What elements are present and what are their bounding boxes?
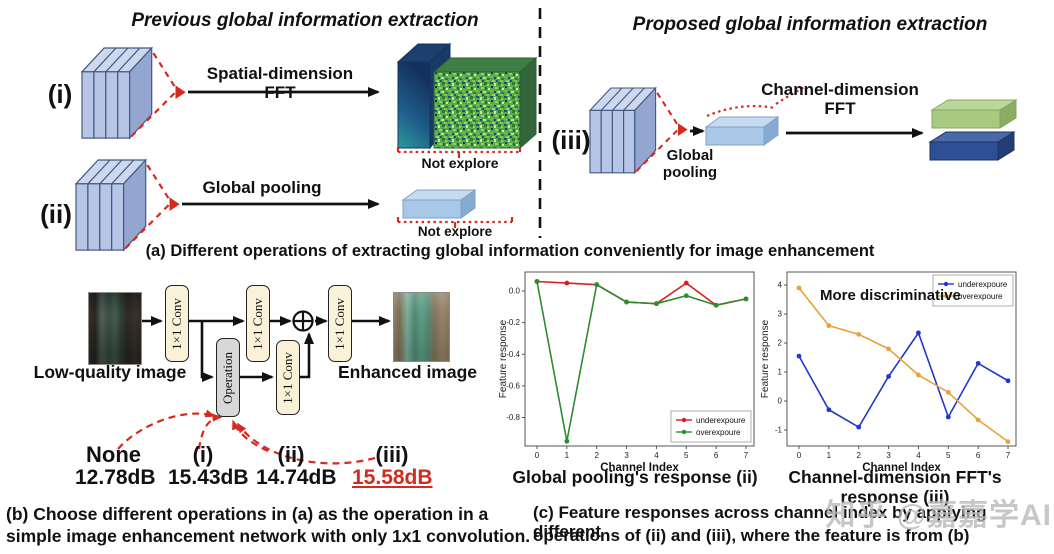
conv3-label: 1×1 Conv bbox=[280, 351, 296, 404]
spatial-fft-label: Spatial-dimension FFT bbox=[206, 64, 354, 103]
row-i-label: (i) bbox=[47, 79, 73, 109]
chart1-title: Global pooling's response (ii) bbox=[512, 467, 758, 487]
svg-text:1: 1 bbox=[827, 451, 832, 460]
row-iii-label: (iii) bbox=[551, 125, 591, 155]
chart2-title: Channel-dimension FFT's response (iii) bbox=[788, 467, 1002, 507]
chart-global-pooling: 0.0 -0.2 -0.4 -0.6 -0.8 0 1 2 3 4 5 6 7 Channel Index… bbox=[498, 271, 755, 474]
caption-c-line1: (c) Feature responses across channel ind… bbox=[533, 503, 987, 542]
previous-title: Previous global information extraction bbox=[131, 10, 479, 31]
conv4-label: 1×1 Conv bbox=[332, 297, 348, 350]
svg-text:3: 3 bbox=[624, 451, 629, 460]
enhanced-image bbox=[393, 292, 450, 362]
option-none: None bbox=[86, 442, 141, 467]
svg-text:Feature response: Feature response bbox=[498, 319, 509, 398]
svg-text:2: 2 bbox=[594, 451, 599, 460]
svg-text:6: 6 bbox=[976, 451, 981, 460]
svg-text:underexpoure: underexpoure bbox=[958, 280, 1008, 289]
row-ii-label: (ii) bbox=[40, 199, 72, 229]
svg-text:7: 7 bbox=[744, 451, 749, 460]
enhanced-label: Enhanced image bbox=[337, 362, 478, 382]
psnr-none: 12.78dB bbox=[75, 466, 156, 489]
low-quality-label: Low-quality image bbox=[33, 362, 187, 382]
svg-text:4: 4 bbox=[778, 281, 783, 290]
operation-box: Operation bbox=[216, 338, 240, 417]
svg-text:2: 2 bbox=[778, 339, 783, 348]
svg-text:4: 4 bbox=[916, 451, 921, 460]
svg-text:-1: -1 bbox=[775, 426, 783, 435]
conv2-label: 1×1 Conv bbox=[250, 297, 266, 350]
svg-text:3: 3 bbox=[886, 451, 891, 460]
conv4-box: 1×1 Conv bbox=[328, 285, 352, 362]
conv3-box: 1×1 Conv bbox=[276, 340, 300, 415]
svg-text:-0.4: -0.4 bbox=[506, 350, 520, 359]
svg-text:0: 0 bbox=[535, 451, 540, 460]
caption-c-line2: operations of (ii) and (iii), where the … bbox=[533, 526, 970, 545]
svg-text:2: 2 bbox=[856, 451, 861, 460]
caption-b-line2: simple image enhancement network with on… bbox=[6, 526, 531, 546]
chart-channel-fft: 4 3 2 1 0 -1 0 1 2 3 4 5 6 7 Channel Index Feature resp… bbox=[760, 271, 1017, 474]
svg-text:overexpoure: overexpoure bbox=[958, 292, 1003, 301]
svg-text:4: 4 bbox=[654, 451, 659, 460]
option-ii: (ii) bbox=[277, 442, 305, 467]
svg-text:underexpoure: underexpoure bbox=[696, 416, 746, 425]
svg-text:0: 0 bbox=[778, 397, 783, 406]
svg-text:1: 1 bbox=[778, 368, 783, 377]
svg-text:Channel Index: Channel Index bbox=[600, 462, 679, 474]
global-pooling-iii-label: Global pooling bbox=[662, 147, 718, 181]
low-quality-image bbox=[88, 292, 142, 365]
operation-label: Operation bbox=[220, 351, 236, 404]
proposed-title: Proposed global information extraction bbox=[632, 14, 988, 35]
svg-text:5: 5 bbox=[684, 451, 689, 460]
psnr-i: 15.43dB bbox=[168, 466, 249, 489]
caption-b-line1: (b) Choose different operations in (a) a… bbox=[6, 504, 489, 524]
svg-text:7: 7 bbox=[1006, 451, 1011, 460]
svg-text:3: 3 bbox=[778, 310, 783, 319]
svg-text:-0.2: -0.2 bbox=[506, 318, 520, 327]
psnr-ii: 14.74dB bbox=[256, 466, 337, 489]
channel-fft-label: Channel-dimension FFT bbox=[761, 80, 919, 119]
psnr-iii: 15.58dB bbox=[352, 466, 433, 489]
svg-text:1: 1 bbox=[565, 451, 570, 460]
not-explore-1: Not explore bbox=[421, 155, 499, 171]
svg-text:overexpoure: overexpoure bbox=[696, 428, 741, 437]
conv1-label: 1×1 Conv bbox=[169, 297, 185, 350]
option-iii: (iii) bbox=[375, 442, 409, 467]
svg-text:Channel Index: Channel Index bbox=[862, 462, 941, 474]
option-i: (i) bbox=[192, 442, 214, 467]
svg-text:0: 0 bbox=[797, 451, 802, 460]
svg-text:Feature response: Feature response bbox=[760, 319, 771, 398]
watermark: 知乎 @嘉嘉学AI bbox=[825, 499, 1052, 532]
more-discriminative-annotation: More discriminative bbox=[820, 287, 961, 304]
not-explore-2: Not explore bbox=[417, 224, 493, 239]
svg-text:0.0: 0.0 bbox=[509, 287, 521, 296]
caption-a: (a) Different operations of extracting g… bbox=[145, 242, 875, 260]
svg-text:6: 6 bbox=[714, 451, 719, 460]
svg-text:-0.8: -0.8 bbox=[506, 413, 520, 422]
conv1-box: 1×1 Conv bbox=[165, 285, 189, 362]
svg-text:-0.6: -0.6 bbox=[506, 381, 520, 390]
sum-node bbox=[292, 310, 314, 332]
global-pooling-label: Global pooling bbox=[202, 178, 322, 197]
svg-text:5: 5 bbox=[946, 451, 951, 460]
fft-output-blocks bbox=[396, 42, 538, 150]
conv2-box: 1×1 Conv bbox=[246, 285, 270, 362]
